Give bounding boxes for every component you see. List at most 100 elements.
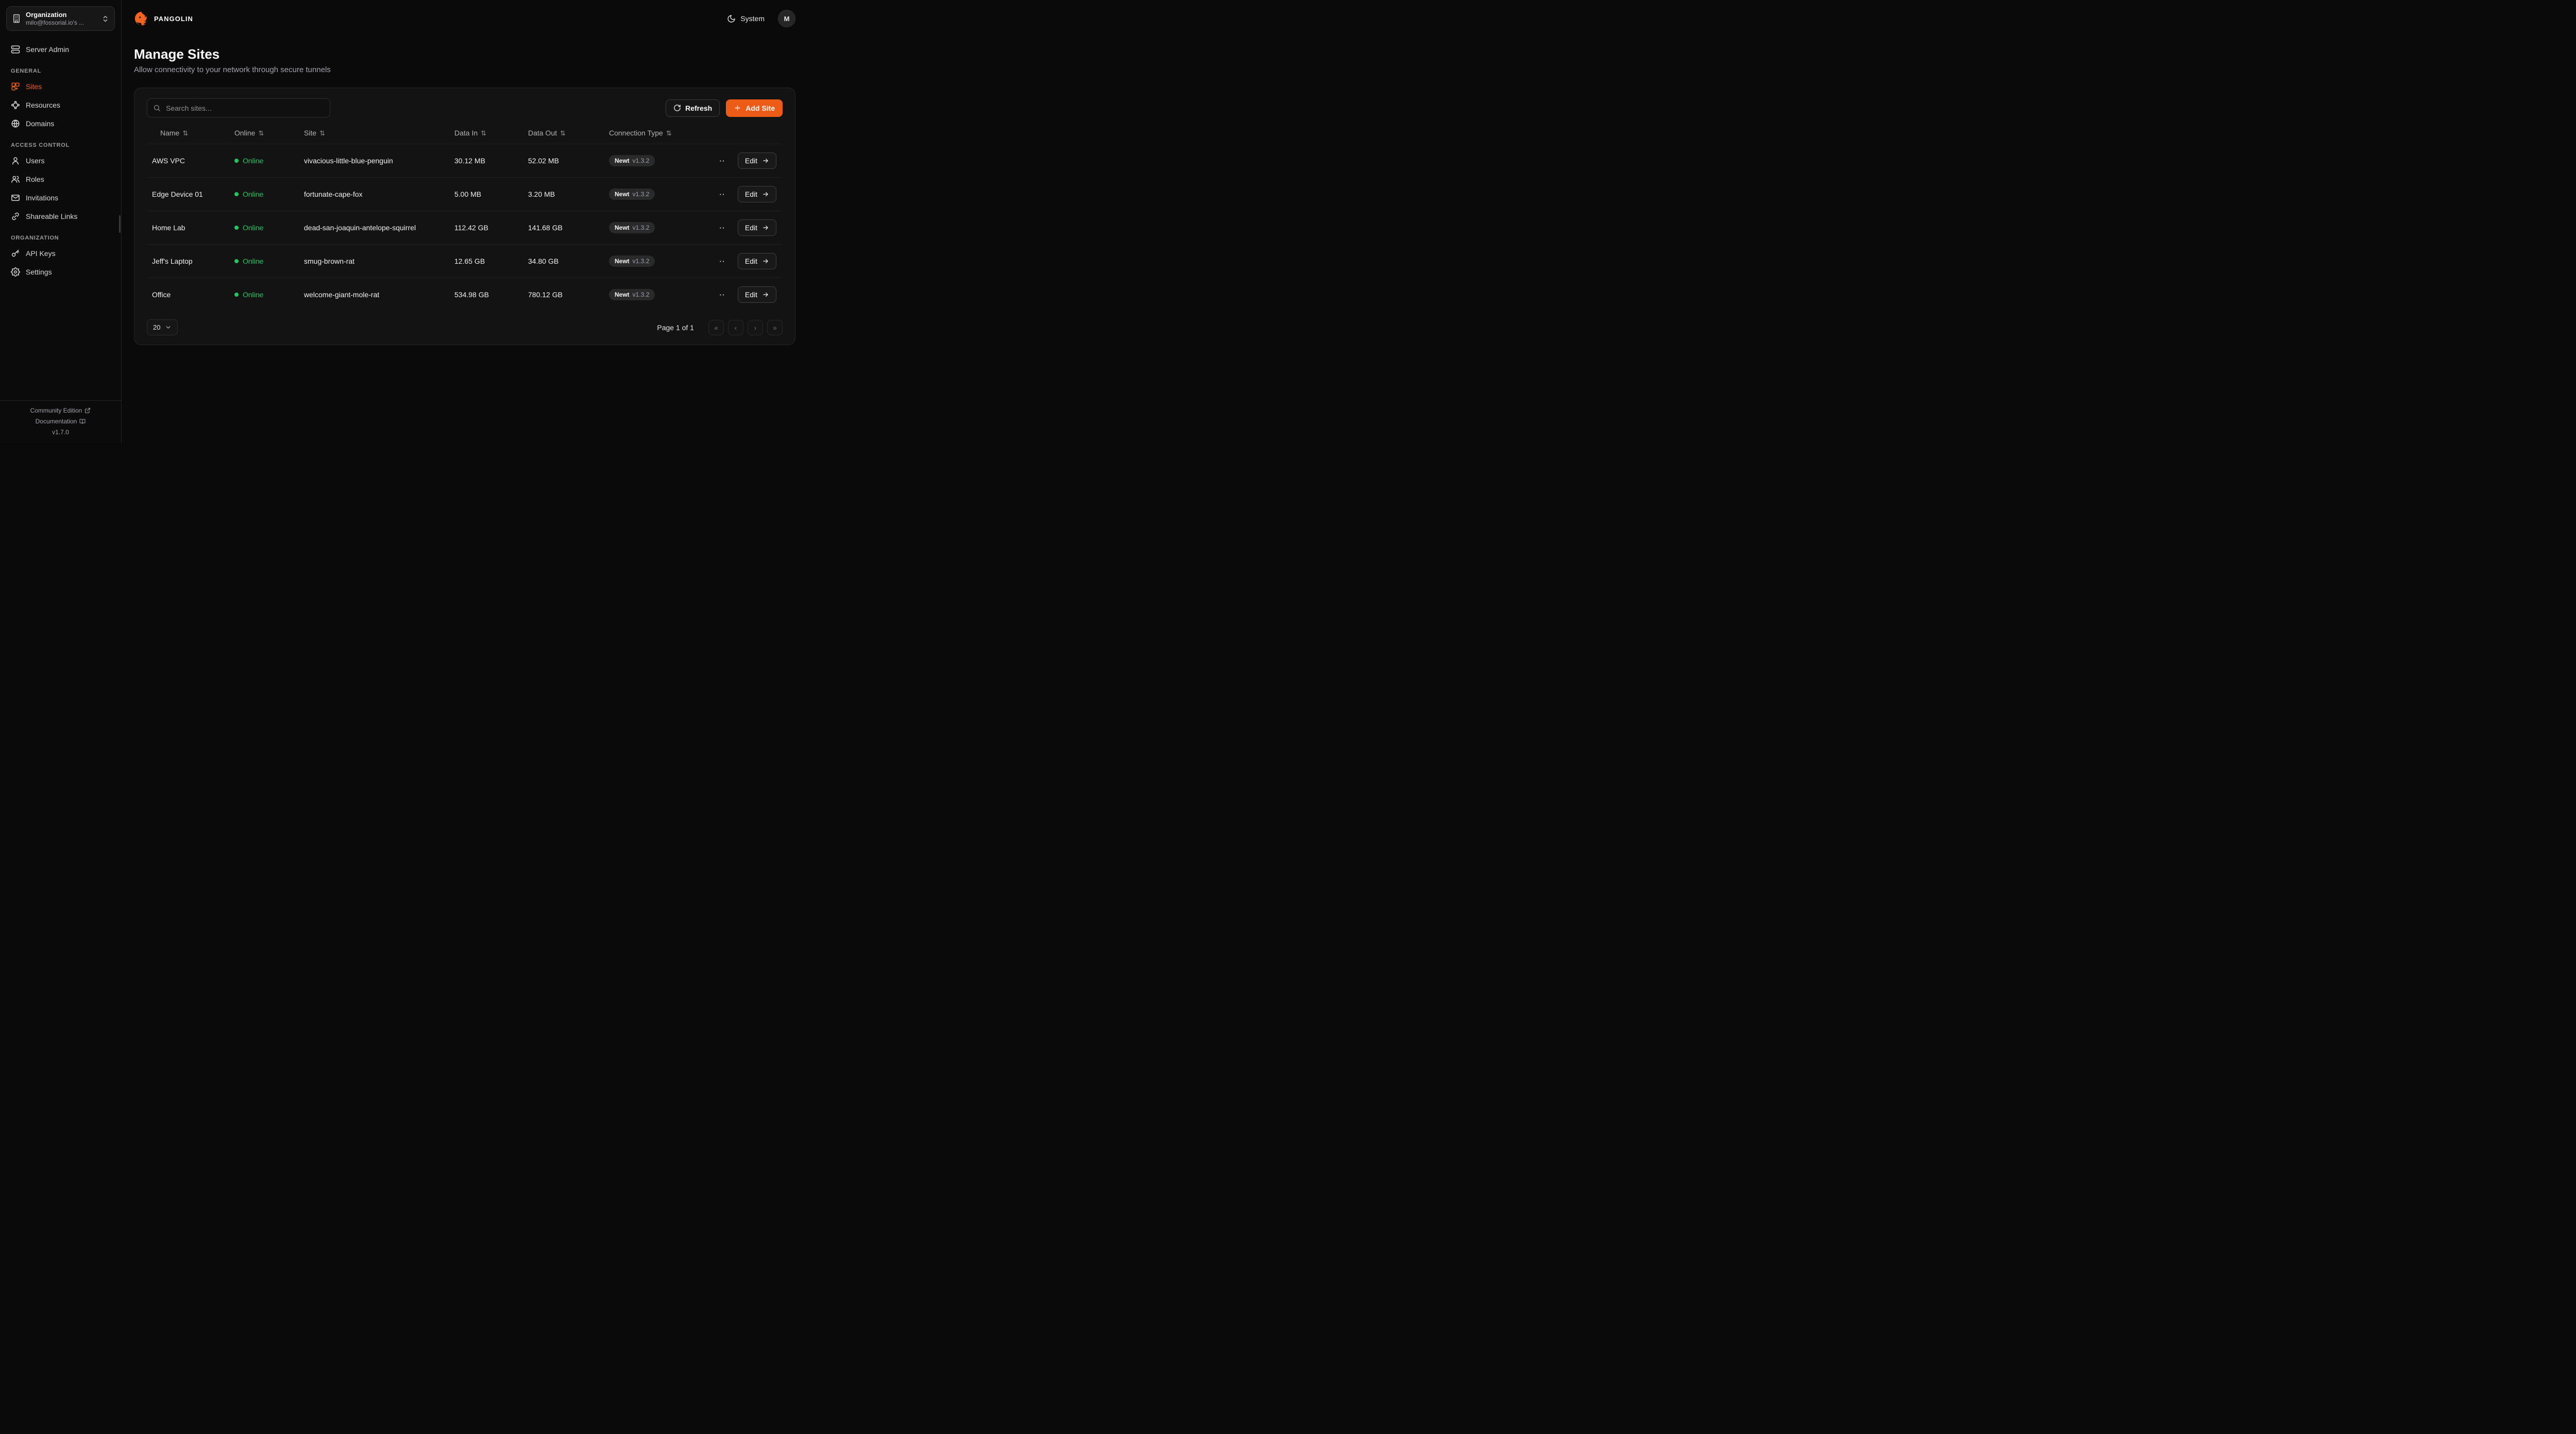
edit-button[interactable]: Edit: [737, 152, 776, 169]
first-page-button[interactable]: «: [708, 319, 724, 335]
arrow-right-icon: [762, 291, 769, 298]
sort-icon[interactable]: ⇅: [560, 129, 566, 137]
sort-icon[interactable]: ⇅: [481, 129, 487, 137]
sidebar-item-settings[interactable]: Settings: [6, 263, 115, 281]
previous-page-button[interactable]: ‹: [728, 319, 743, 335]
community-edition-link[interactable]: Community Edition: [30, 407, 91, 414]
online-status-dot: [234, 192, 239, 196]
cell-connection-type: Newt v1.3.2: [604, 211, 719, 245]
connection-type-name: Newt: [615, 291, 630, 298]
topbar: PANGOLIN System M: [122, 0, 808, 37]
sidebar-item-label: Resources: [26, 101, 60, 110]
cell-connection-type: Newt v1.3.2: [604, 244, 719, 278]
search-input[interactable]: [165, 103, 324, 113]
sidebar-item-users[interactable]: Users: [6, 152, 115, 169]
column-header-actions: [719, 123, 783, 144]
sidebar-item-sites[interactable]: Sites: [6, 78, 115, 95]
row-actions-button[interactable]: ⋯: [719, 221, 728, 234]
online-status-dot: [234, 293, 239, 297]
edit-button[interactable]: Edit: [737, 219, 776, 236]
cell-site: dead-san-joaquin-antelope-squirrel: [299, 211, 449, 245]
cell-connection-type: Newt v1.3.2: [604, 144, 719, 178]
row-actions-button[interactable]: ⋯: [719, 188, 728, 201]
online-status-dot: [234, 259, 239, 263]
table-row: Office Online welcome-giant-mole-rat 534…: [147, 278, 783, 311]
org-subtitle: milo@fossorial.io's ...: [26, 19, 84, 27]
brand: PANGOLIN: [134, 11, 193, 26]
page-size-value: 20: [153, 323, 161, 331]
sidebar-item-domains[interactable]: Domains: [6, 115, 115, 132]
sidebar-scrollbar-thumb[interactable]: [119, 215, 121, 233]
row-actions-button[interactable]: ⋯: [719, 255, 728, 268]
page-size-select[interactable]: 20: [147, 319, 178, 335]
theme-toggle-button[interactable]: System: [724, 14, 768, 24]
org-title: Organization: [26, 11, 67, 19]
refresh-button[interactable]: Refresh: [666, 99, 720, 117]
toolbar-actions: Refresh Add Site: [666, 99, 783, 117]
sidebar-item-roles[interactable]: Roles: [6, 170, 115, 188]
sidebar-item-invitations[interactable]: Invitations: [6, 189, 115, 207]
column-header-online[interactable]: Online ⇅: [229, 123, 299, 144]
sidebar: Organization milo@fossorial.io's ... Ser…: [0, 0, 122, 443]
search-box: [147, 98, 330, 117]
sort-icon[interactable]: ⇅: [182, 129, 189, 137]
edit-label: Edit: [744, 257, 757, 265]
column-header-name[interactable]: Name ⇅: [147, 123, 229, 144]
column-header-data-out[interactable]: Data Out ⇅: [523, 123, 604, 144]
cell-data-in: 5.00 MB: [449, 177, 523, 211]
cell-data-out: 780.12 GB: [523, 278, 604, 311]
online-status-label: Online: [243, 257, 264, 265]
cell-online: Online: [229, 244, 299, 278]
cell-actions: ⋯ Edit: [719, 144, 783, 178]
cell-online: Online: [229, 177, 299, 211]
connection-type-badge: Newt v1.3.2: [609, 189, 655, 200]
sort-icon[interactable]: ⇅: [319, 129, 326, 137]
column-header-connection-type[interactable]: Connection Type ⇅: [604, 123, 719, 144]
sidebar-item-shareable-links[interactable]: Shareable Links: [6, 208, 115, 225]
cell-connection-type: Newt v1.3.2: [604, 278, 719, 311]
moon-icon: [727, 14, 736, 23]
edit-label: Edit: [744, 291, 757, 299]
column-header-data-in[interactable]: Data In ⇅: [449, 123, 523, 144]
sites-card: Refresh Add Site: [134, 88, 795, 345]
org-selector[interactable]: Organization milo@fossorial.io's ...: [6, 6, 115, 31]
gear-icon: [11, 267, 20, 277]
cell-data-out: 141.68 GB: [523, 211, 604, 245]
app-root: Organization milo@fossorial.io's ... Ser…: [0, 0, 808, 443]
table-row: Edge Device 01 Online fortunate-cape-fox…: [147, 177, 783, 211]
connection-type-badge: Newt v1.3.2: [609, 222, 655, 233]
edit-button[interactable]: Edit: [737, 253, 776, 269]
section-label-access-control: ACCESS CONTROL: [11, 142, 70, 149]
connection-type-name: Newt: [615, 258, 630, 265]
sidebar-footer: Community Edition Documentation v1.7.0: [0, 400, 121, 443]
column-label: Data Out: [528, 129, 557, 137]
last-page-button[interactable]: »: [767, 319, 783, 335]
sidebar-item-label: Roles: [26, 175, 44, 184]
avatar[interactable]: M: [778, 10, 795, 27]
main-area: PANGOLIN System M Manage Sites Allow con…: [122, 0, 808, 443]
chevron-down-icon: [165, 324, 172, 331]
sidebar-item-label: Users: [26, 157, 45, 165]
sidebar-item-resources[interactable]: Resources: [6, 96, 115, 114]
column-label: Name: [160, 129, 180, 137]
row-actions-button[interactable]: ⋯: [719, 155, 728, 167]
sort-icon[interactable]: ⇅: [258, 129, 264, 137]
sidebar-item-server-admin[interactable]: Server Admin: [6, 41, 115, 58]
connection-type-version: v1.3.2: [632, 157, 650, 164]
row-actions-button[interactable]: ⋯: [719, 288, 728, 301]
sidebar-item-api-keys[interactable]: API Keys: [6, 245, 115, 262]
sidebar-nav: Server Admin GENERAL Sites Resources: [6, 40, 115, 400]
edit-button[interactable]: Edit: [737, 186, 776, 202]
connection-type-version: v1.3.2: [632, 224, 650, 231]
add-site-button[interactable]: Add Site: [726, 99, 783, 117]
page-indicator: Page 1 of 1: [657, 323, 694, 332]
documentation-link[interactable]: Documentation: [36, 418, 86, 425]
edit-button[interactable]: Edit: [737, 286, 776, 303]
globe-icon: [11, 119, 20, 128]
sort-icon[interactable]: ⇅: [666, 129, 672, 137]
next-page-button[interactable]: ›: [748, 319, 763, 335]
cell-data-in: 30.12 MB: [449, 144, 523, 178]
column-label: Site: [304, 129, 317, 137]
column-header-site[interactable]: Site ⇅: [299, 123, 449, 144]
table-footer: 20 Page 1 of 1 « ‹ › »: [147, 319, 783, 335]
